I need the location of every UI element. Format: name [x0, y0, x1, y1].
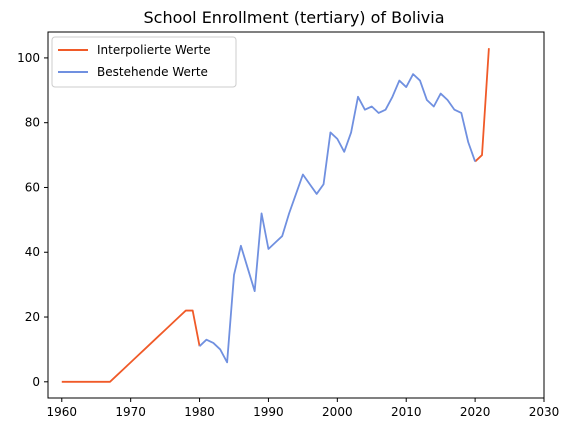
series-line-1: [198, 73, 476, 364]
x-tick-label: 2020: [460, 405, 491, 419]
y-tick-label: 100: [17, 51, 40, 65]
x-tick-label: 1970: [115, 405, 146, 419]
series-line-0: [474, 48, 490, 163]
legend: Interpolierte Werte Bestehende Werte: [51, 36, 237, 88]
y-tick-label: 20: [25, 310, 40, 324]
series-layer: [61, 48, 490, 383]
x-tick-label: 1990: [253, 405, 284, 419]
y-tick-label: 80: [25, 116, 40, 130]
legend-box: [51, 36, 237, 88]
plot-frame: [47, 31, 545, 399]
x-tick-label: 2030: [529, 405, 560, 419]
x-tick-label: 1980: [184, 405, 215, 419]
x-tick-label: 2010: [391, 405, 422, 419]
series-line-0: [61, 309, 201, 383]
y-tick-label: 60: [25, 180, 40, 194]
legend-label: Interpolierte Werte: [97, 43, 211, 57]
x-axis: 1960 1970 1980 1990 2000 2010 2020 2030: [47, 398, 560, 419]
legend-label: Bestehende Werte: [97, 65, 208, 79]
y-axis: 0 20 40 60 80 100: [17, 51, 48, 389]
y-tick-label: 0: [32, 375, 40, 389]
chart-title: School Enrollment (tertiary) of Bolivia: [143, 8, 444, 27]
x-tick-label: 2000: [322, 405, 353, 419]
x-tick-label: 1960: [47, 405, 78, 419]
y-tick-label: 40: [25, 245, 40, 259]
